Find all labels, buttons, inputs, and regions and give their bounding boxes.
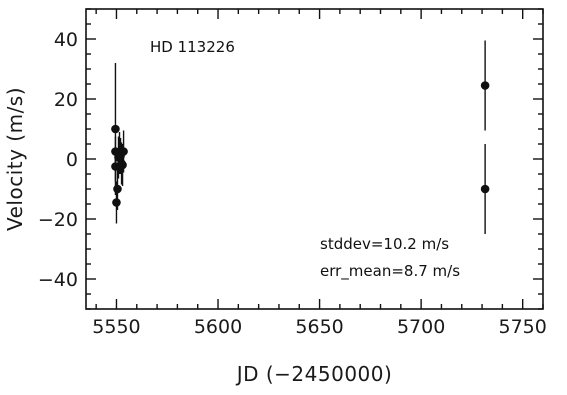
x-tick-label: 5650 <box>295 316 343 338</box>
data-point <box>480 81 490 90</box>
data-point <box>113 184 122 194</box>
y-tick-label: 0 <box>66 149 78 171</box>
err-mean-annotation: err_mean=8.7 m/s <box>320 262 460 281</box>
data-point <box>119 147 128 156</box>
x-tick-label: 5700 <box>397 316 445 338</box>
data-point <box>480 184 490 194</box>
x-tick-label: 5550 <box>92 316 140 338</box>
y-tick-label: 40 <box>54 29 78 51</box>
y-axis-label: Velocity (m/s) <box>3 87 27 231</box>
data-point <box>118 160 127 170</box>
y-tick-label: −20 <box>38 209 78 231</box>
chart-title: HD 113226 <box>150 38 235 56</box>
y-tick-label: 20 <box>54 89 78 111</box>
x-tick-label: 5600 <box>194 316 242 338</box>
data-point <box>111 124 120 134</box>
data-point <box>112 198 121 207</box>
x-tick-label: 5750 <box>499 316 547 338</box>
x-axis-label: JD (−2450000) <box>235 362 393 386</box>
stddev-annotation: stddev=10.2 m/s <box>320 235 449 253</box>
y-tick-label: −40 <box>38 269 78 291</box>
